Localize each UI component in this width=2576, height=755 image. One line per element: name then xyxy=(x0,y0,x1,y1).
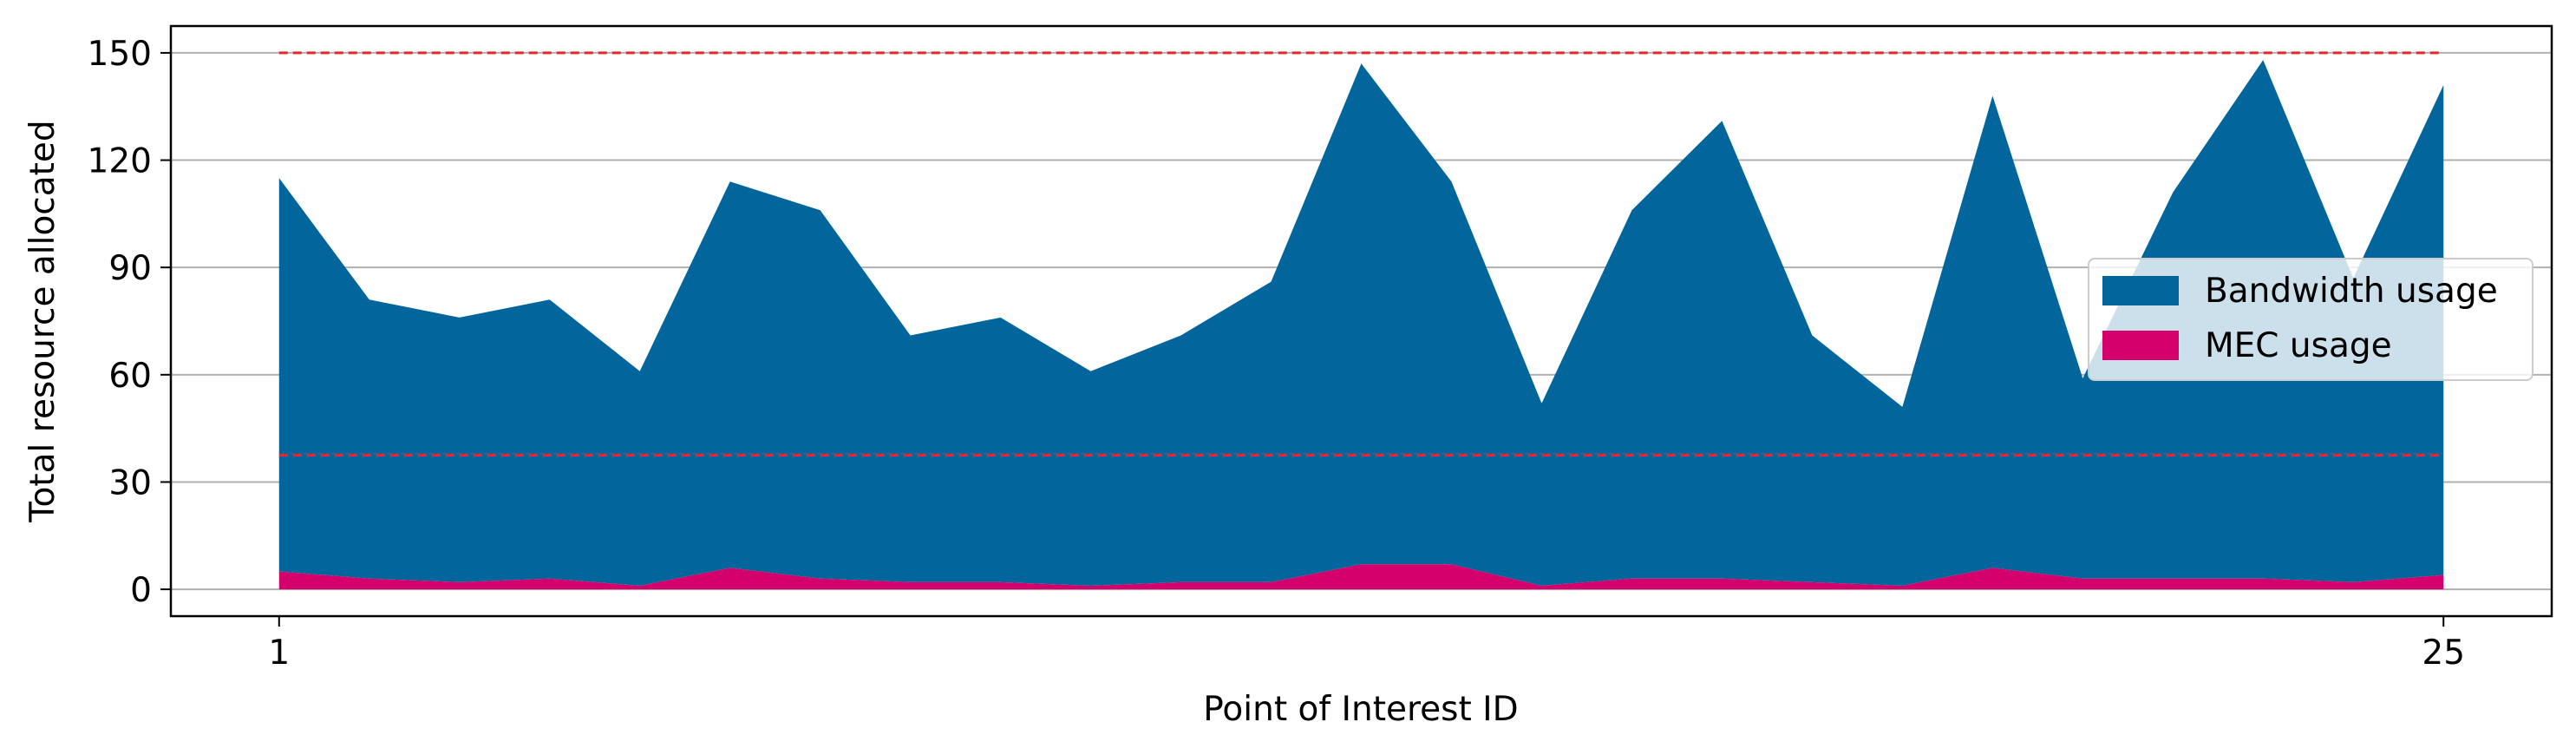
legend: Bandwidth usage MEC usage xyxy=(2088,258,2534,381)
legend-swatch-bandwidth xyxy=(2102,276,2179,305)
y-tick-label: 60 xyxy=(108,357,152,396)
legend-label-bandwidth: Bandwidth usage xyxy=(2205,272,2498,311)
legend-label-mec: MEC usage xyxy=(2205,326,2392,365)
y-tick-label: 30 xyxy=(108,463,152,502)
y-tick-label: 120 xyxy=(88,142,152,181)
y-axis: 0 30 60 90 120 150 xyxy=(88,35,171,610)
plot-frame xyxy=(169,24,2553,618)
mec-usage-area xyxy=(278,564,2444,590)
y-tick-label: 0 xyxy=(130,571,152,610)
legend-box xyxy=(2088,258,2534,381)
y-tick-label: 90 xyxy=(108,249,152,288)
x-axis: 1 25 xyxy=(268,616,2465,673)
x-tick-label: 1 xyxy=(268,634,290,673)
legend-swatch-mec xyxy=(2102,331,2179,360)
bandwidth-usage-area xyxy=(278,60,2444,586)
y-tick-label: 150 xyxy=(88,35,152,74)
x-axis-label: Point of Interest ID xyxy=(1203,690,1518,729)
y-axis-label: Total resource allocated xyxy=(23,120,62,522)
area-series xyxy=(278,60,2444,590)
x-tick-label: 25 xyxy=(2422,634,2465,673)
